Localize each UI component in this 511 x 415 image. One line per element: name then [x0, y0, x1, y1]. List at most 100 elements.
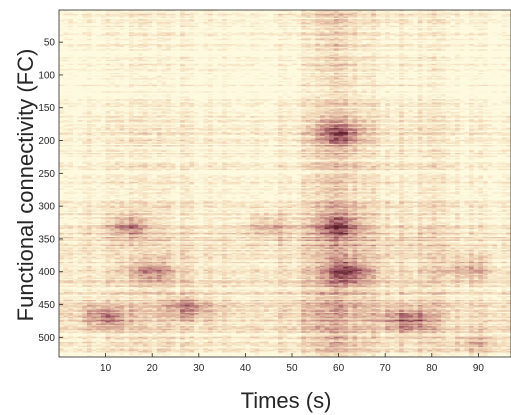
heatmap-cell	[86, 139, 93, 142]
heatmap-cell	[100, 352, 106, 355]
heatmap-cell	[63, 222, 69, 225]
heatmap-cell	[119, 46, 125, 49]
heatmap-cell	[86, 297, 93, 300]
heatmap-cell	[91, 181, 97, 184]
heatmap-cell	[63, 65, 69, 67]
heatmap-cell	[114, 92, 120, 95]
heatmap-cell	[100, 183, 106, 185]
heatmap-cell	[63, 269, 69, 272]
heatmap-cell	[82, 65, 88, 67]
heatmap-cell	[59, 298, 65, 301]
heatmap-cell	[114, 28, 120, 31]
heatmap-cell	[114, 327, 120, 330]
heatmap-cell	[72, 171, 79, 174]
heatmap-cell	[114, 164, 120, 167]
heatmap-cell	[59, 231, 65, 234]
heatmap-cell	[91, 275, 97, 277]
heatmap-cell	[72, 264, 79, 267]
heatmap-cell	[105, 139, 111, 142]
heatmap-cell	[110, 168, 116, 171]
heatmap-cell	[96, 198, 102, 201]
heatmap-cell	[59, 124, 65, 126]
heatmap-cell	[86, 318, 93, 321]
heatmap-cell	[68, 340, 74, 343]
heatmap-cell	[100, 67, 106, 70]
heatmap-cell	[63, 238, 69, 240]
heatmap-cell	[72, 331, 79, 334]
heatmap-cell	[59, 12, 65, 15]
heatmap-cell	[114, 70, 120, 73]
heatmap-cell	[100, 61, 106, 63]
heatmap-cell	[96, 28, 102, 31]
heatmap-cell	[96, 242, 102, 244]
heatmap-cell	[91, 75, 97, 78]
heatmap-cell	[114, 109, 120, 112]
heatmap-cell	[96, 151, 102, 154]
heatmap-cell	[105, 181, 111, 184]
heatmap-cell	[91, 61, 97, 63]
heatmap-cell	[96, 271, 102, 273]
heatmap-cell	[105, 155, 111, 158]
heatmap-cell	[110, 128, 116, 130]
heatmap-cell	[63, 316, 69, 319]
heatmap-cell	[63, 230, 69, 233]
heatmap-cell	[110, 225, 116, 227]
heatmap-cell	[114, 215, 120, 218]
heatmap-cell	[96, 62, 102, 65]
heatmap-cell	[96, 48, 102, 50]
heatmap-cell	[96, 24, 102, 27]
heatmap-cell	[114, 281, 120, 284]
heatmap-cell	[96, 67, 102, 70]
heatmap-cell	[77, 293, 83, 296]
heatmap-cell	[110, 96, 116, 99]
heatmap-cell	[63, 124, 69, 126]
heatmap-cell	[100, 285, 106, 288]
heatmap-cell	[96, 156, 102, 159]
heatmap-cell	[114, 297, 120, 300]
heatmap-cell	[119, 151, 125, 154]
heatmap-cell	[77, 332, 83, 335]
heatmap-cell	[63, 45, 69, 48]
heatmap-cell	[105, 33, 111, 36]
heatmap-cell	[72, 314, 79, 317]
heatmap-cell	[100, 273, 106, 276]
heatmap-cell	[96, 133, 102, 136]
heatmap-cell	[82, 59, 88, 62]
heatmap-cell	[82, 225, 88, 227]
heatmap-cell	[72, 257, 79, 260]
heatmap-cell	[86, 322, 93, 324]
heatmap-cell	[100, 302, 106, 305]
heatmap-cell	[77, 234, 83, 237]
heatmap-cell	[82, 261, 88, 264]
heatmap-cell	[77, 204, 83, 206]
heatmap-cell	[91, 142, 97, 145]
heatmap-cell	[91, 100, 97, 103]
heatmap-cell	[77, 187, 83, 189]
heatmap-cell	[110, 191, 116, 193]
heatmap-cell	[91, 12, 97, 15]
heatmap-cell	[72, 108, 79, 111]
heatmap-cell	[110, 19, 116, 21]
heatmap-cell	[63, 67, 69, 70]
heatmap-cell	[114, 158, 120, 160]
heatmap-cell	[77, 215, 83, 218]
heatmap-cell	[72, 32, 79, 35]
heatmap-cell	[114, 40, 120, 42]
heatmap-cell	[105, 302, 111, 305]
heatmap-cell	[77, 315, 83, 318]
heatmap-cell	[77, 23, 83, 25]
heatmap-cell	[59, 265, 65, 268]
heatmap-cell	[82, 124, 88, 126]
heatmap-cell	[86, 319, 93, 322]
heatmap-cell	[119, 133, 125, 136]
heatmap-cell	[77, 38, 83, 41]
heatmap-cell	[96, 42, 102, 45]
heatmap-cell	[110, 197, 116, 200]
heatmap-cell	[91, 234, 97, 237]
heatmap-cell	[63, 30, 69, 33]
heatmap-cell	[96, 219, 102, 222]
heatmap-cell	[110, 74, 116, 76]
heatmap-cell	[63, 313, 69, 315]
heatmap-cell	[63, 250, 69, 252]
heatmap-cell	[119, 37, 125, 40]
